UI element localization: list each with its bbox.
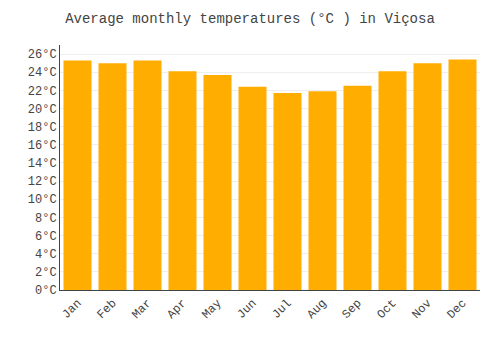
svg-text:14°C: 14°C: [28, 157, 57, 171]
svg-text:Feb: Feb: [94, 297, 119, 322]
svg-text:Jul: Jul: [269, 297, 294, 322]
svg-text:Nov: Nov: [409, 297, 434, 322]
svg-text:Dec: Dec: [444, 297, 469, 322]
svg-text:Jun: Jun: [234, 297, 259, 322]
svg-text:2°C: 2°C: [35, 266, 57, 280]
svg-text:22°C: 22°C: [28, 85, 57, 99]
svg-text:18°C: 18°C: [28, 121, 57, 135]
svg-text:8°C: 8°C: [35, 212, 57, 226]
svg-text:6°C: 6°C: [35, 230, 57, 244]
svg-text:May: May: [199, 297, 224, 322]
svg-text:24°C: 24°C: [28, 66, 57, 80]
svg-text:Jan: Jan: [59, 297, 84, 322]
svg-text:Aug: Aug: [304, 297, 329, 322]
svg-text:4°C: 4°C: [35, 248, 57, 262]
svg-text:Sep: Sep: [339, 297, 364, 322]
svg-text:0°C: 0°C: [35, 284, 57, 298]
svg-text:12°C: 12°C: [28, 175, 57, 189]
svg-text:Average monthly temperatures (: Average monthly temperatures (°C ) in Vi…: [65, 11, 435, 27]
svg-text:16°C: 16°C: [28, 139, 57, 153]
svg-text:Oct: Oct: [374, 297, 399, 322]
svg-text:Apr: Apr: [164, 297, 189, 322]
svg-text:26°C: 26°C: [28, 48, 57, 62]
svg-text:Mar: Mar: [129, 297, 154, 322]
svg-text:20°C: 20°C: [28, 103, 57, 117]
svg-text:10°C: 10°C: [28, 193, 57, 207]
